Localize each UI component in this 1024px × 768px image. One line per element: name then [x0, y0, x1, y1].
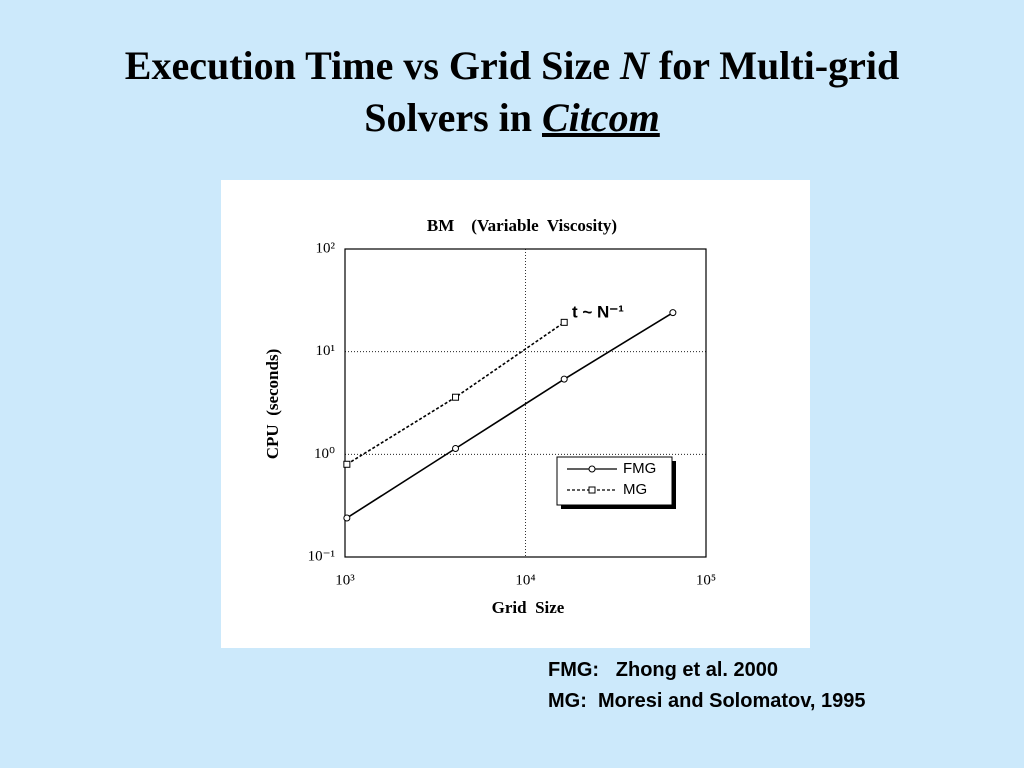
reference: MG: Moresi and Solomatov, 1995 [548, 690, 866, 712]
legend-box [556, 456, 673, 506]
plot-frame [344, 248, 707, 558]
annotation: t ~ N⁻¹ [572, 302, 624, 321]
x-tick-label: 10⁵ [696, 572, 716, 588]
marker [560, 375, 568, 383]
x-tick-label: 10³ [335, 572, 355, 588]
references: FMG: Zhong et al. 2000 MG: Moresi and Sol… [548, 655, 865, 717]
y-tick-label: 10⁻¹ [308, 548, 335, 564]
legend-label: MG [623, 481, 647, 498]
legend-marker [588, 486, 596, 494]
marker [343, 514, 351, 522]
y-axis-label: CPU (seconds) [263, 349, 282, 460]
legend-label: FMG [623, 460, 656, 477]
slide-title: Execution Time vs Grid Size N for Multi-… [0, 40, 1024, 144]
y-tick-label: 10² [316, 240, 336, 256]
title-text: Execution Time vs Grid Size [124, 43, 620, 88]
marker [560, 318, 568, 326]
x-axis-label: Grid Size [492, 598, 565, 617]
title-text: N [619, 43, 649, 88]
chart-panel [221, 180, 810, 648]
x-tick-label: 10⁴ [515, 572, 535, 588]
marker [452, 393, 460, 401]
y-tick-label: 10¹ [316, 343, 336, 359]
title-text: for Multi-grid [648, 43, 900, 88]
reference: FMG: Zhong et al. 2000 [548, 659, 779, 681]
title-text: Solvers in [364, 95, 542, 140]
marker [669, 309, 677, 317]
title-text: Citcom [542, 95, 660, 140]
series-line [346, 311, 674, 519]
marker [452, 444, 460, 452]
legend-marker [588, 465, 596, 473]
y-tick-label: 10⁰ [314, 446, 335, 462]
marker [343, 460, 351, 468]
chart-title: BM (Variable Viscosity) [427, 216, 617, 235]
